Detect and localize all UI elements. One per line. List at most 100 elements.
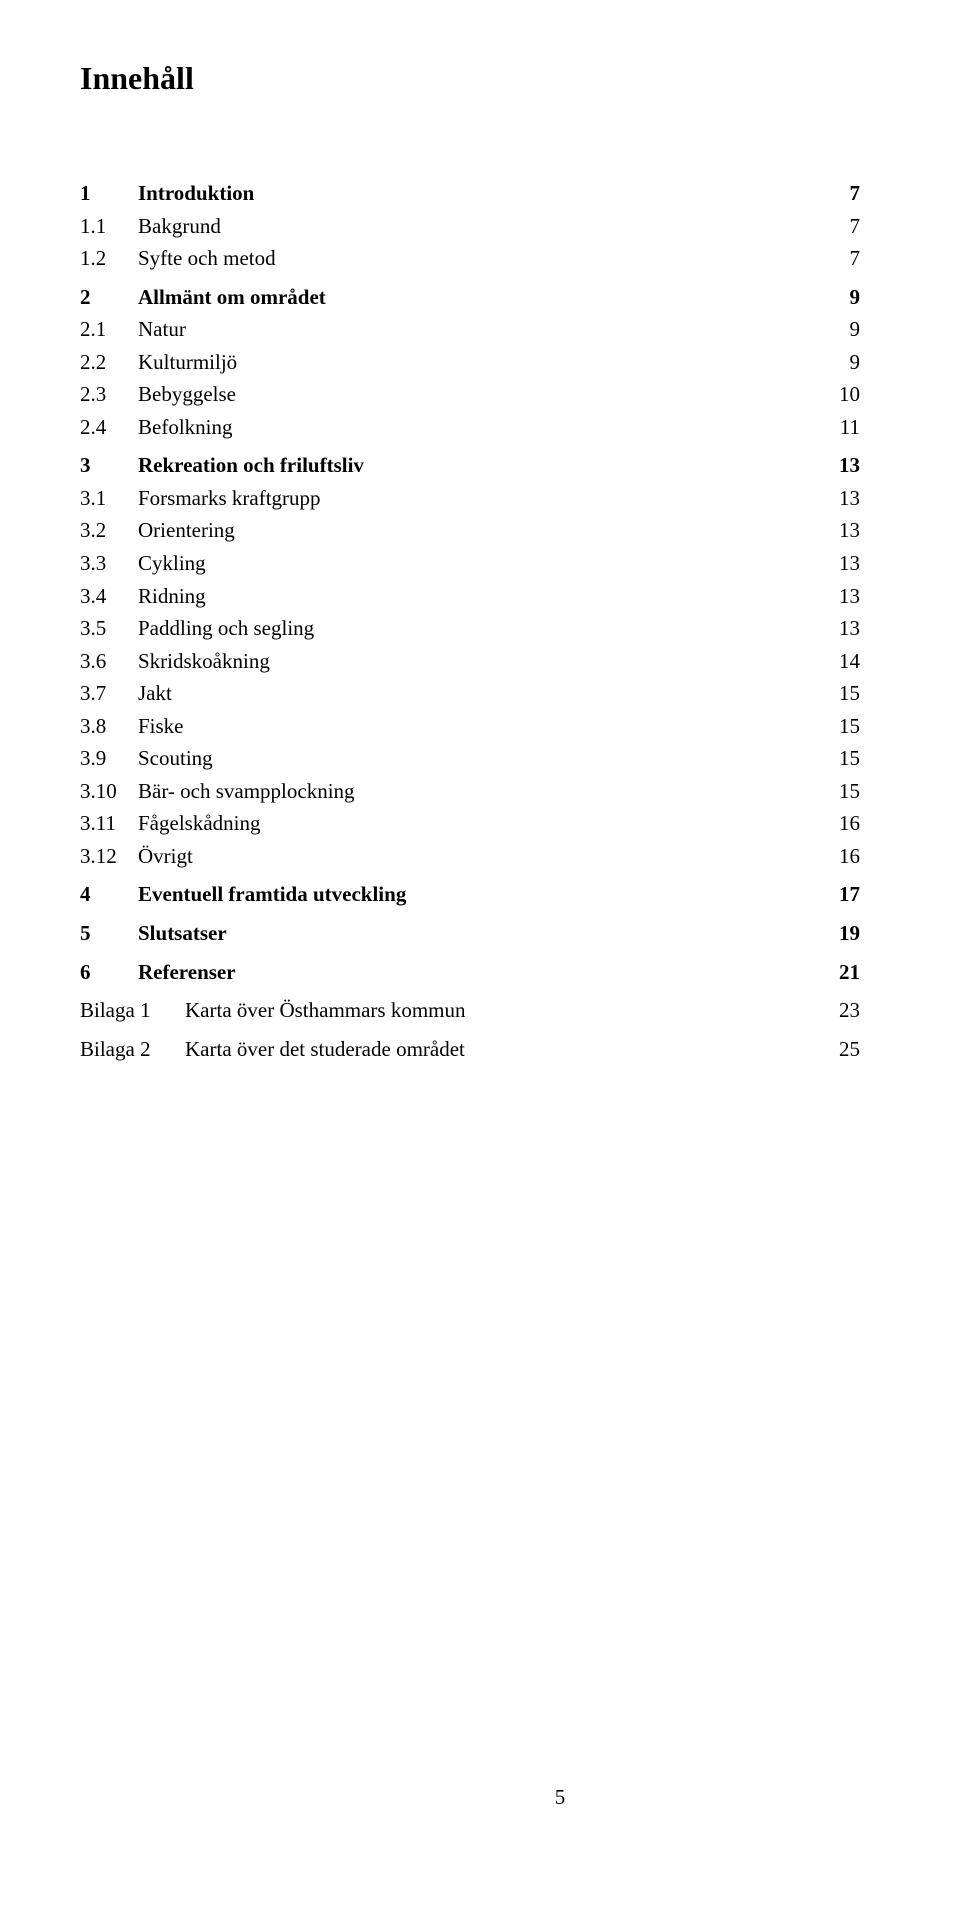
toc-row: 3.12Övrigt 16 xyxy=(80,840,860,873)
toc-row-left: 2.1Natur xyxy=(80,313,186,346)
toc-entry-page: 15 xyxy=(824,677,860,710)
toc-row: 2.2Kulturmiljö 9 xyxy=(80,346,860,379)
toc-row-left: 3.11Fågelskådning xyxy=(80,807,260,840)
toc-row-left: 4Eventuell framtida utveckling xyxy=(80,878,406,911)
toc-row-left: Bilaga 1Karta över Östhammars kommun xyxy=(80,994,466,1027)
toc-entry-label: Referenser xyxy=(138,956,236,989)
toc-entry-page: 13 xyxy=(824,514,860,547)
toc-entry-page: 14 xyxy=(824,645,860,678)
toc-row-left: 3.10Bär- och svampplockning xyxy=(80,775,355,808)
toc-row-left: 3.9Scouting xyxy=(80,742,213,775)
toc-row: 3Rekreation och friluftsliv 13 xyxy=(80,449,860,482)
toc-row: 3.2Orientering 13 xyxy=(80,514,860,547)
toc-entry-page: 13 xyxy=(824,482,860,515)
toc-entry-number: 1.1 xyxy=(80,210,138,243)
toc-entry-number: 3.8 xyxy=(80,710,138,743)
toc-entry-label: Jakt xyxy=(138,677,172,710)
toc-row-left: 5Slutsatser xyxy=(80,917,227,950)
toc-entry-page: 13 xyxy=(824,547,860,580)
toc-entry-number: Bilaga 1 xyxy=(80,994,185,1027)
toc-entry-label: Ridning xyxy=(138,580,206,613)
toc-entry-page: 16 xyxy=(824,840,860,873)
page-title: Innehåll xyxy=(80,60,860,97)
toc-row-left: Bilaga 2Karta över det studerade området xyxy=(80,1033,465,1066)
toc-row-left: 2.3Bebyggelse xyxy=(80,378,236,411)
toc-row: 3.7Jakt 15 xyxy=(80,677,860,710)
toc-entry-label: Bebyggelse xyxy=(138,378,236,411)
toc-entry-label: Kulturmiljö xyxy=(138,346,237,379)
toc-row: Bilaga 1Karta över Östhammars kommun 23 xyxy=(80,994,860,1027)
toc-entry-page: 7 xyxy=(824,210,860,243)
toc-entry-page: 25 xyxy=(824,1033,860,1066)
toc-row: 1.1Bakgrund 7 xyxy=(80,210,860,243)
toc-entry-number: 5 xyxy=(80,917,138,950)
toc-entry-page: 9 xyxy=(824,346,860,379)
toc-entry-number: 1 xyxy=(80,177,138,210)
toc-entry-page: 15 xyxy=(824,775,860,808)
toc-entry-number: 3 xyxy=(80,449,138,482)
toc-entry-label: Bär- och svampplockning xyxy=(138,775,355,808)
toc-row: 3.4Ridning13 xyxy=(80,580,860,613)
toc-row-left: 3.4Ridning xyxy=(80,580,206,613)
toc-entry-label: Karta över det studerade området xyxy=(185,1033,465,1066)
toc-row-left: 2.2Kulturmiljö xyxy=(80,346,237,379)
toc-entry-page: 23 xyxy=(824,994,860,1027)
toc-entry-label: Cykling xyxy=(138,547,206,580)
toc-entry-number: 2 xyxy=(80,281,138,314)
toc-row: 3.8Fiske15 xyxy=(80,710,860,743)
toc-entry-page: 11 xyxy=(824,411,860,444)
toc-row-left: 2Allmänt om området xyxy=(80,281,326,314)
toc-entry-number: 3.2 xyxy=(80,514,138,547)
toc-entry-label: Skridskoåkning xyxy=(138,645,270,678)
toc-row: 2.3Bebyggelse10 xyxy=(80,378,860,411)
toc-entry-number: 3.1 xyxy=(80,482,138,515)
toc-entry-label: Syfte och metod xyxy=(138,242,276,275)
toc-entry-number: 3.9 xyxy=(80,742,138,775)
toc-entry-number: 2.4 xyxy=(80,411,138,444)
toc-entry-label: Rekreation och friluftsliv xyxy=(138,449,364,482)
toc-entry-number: 2.3 xyxy=(80,378,138,411)
toc-entry-page: 7 xyxy=(824,242,860,275)
toc-entry-label: Karta över Östhammars kommun xyxy=(185,994,466,1027)
toc-row-left: 3.5Paddling och segling xyxy=(80,612,314,645)
toc-row-left: 3.3Cykling xyxy=(80,547,206,580)
toc-row-left: 1.1Bakgrund xyxy=(80,210,221,243)
toc-entry-page: 13 xyxy=(824,449,860,482)
toc-row-left: 6Referenser xyxy=(80,956,236,989)
toc-row: 2Allmänt om området9 xyxy=(80,281,860,314)
toc-entry-page: 9 xyxy=(824,313,860,346)
toc-entry-number: 2.1 xyxy=(80,313,138,346)
toc-entry-number: 3.7 xyxy=(80,677,138,710)
page-number: 5 xyxy=(80,1785,960,1810)
toc-row-left: 3.1Forsmarks kraftgrupp xyxy=(80,482,321,515)
toc-row: 3.6Skridskoåkning 14 xyxy=(80,645,860,678)
toc-row: 4Eventuell framtida utveckling 17 xyxy=(80,878,860,911)
toc-row-left: 1.2Syfte och metod xyxy=(80,242,276,275)
toc-entry-page: 19 xyxy=(824,917,860,950)
toc-row: 3.1Forsmarks kraftgrupp 13 xyxy=(80,482,860,515)
toc-row-left: 3.12Övrigt xyxy=(80,840,193,873)
toc-row: 3.11Fågelskådning 16 xyxy=(80,807,860,840)
toc-entry-label: Orientering xyxy=(138,514,235,547)
toc-entry-label: Forsmarks kraftgrupp xyxy=(138,482,321,515)
toc-entry-label: Natur xyxy=(138,313,186,346)
toc-row: 2.1Natur 9 xyxy=(80,313,860,346)
toc-row: 3.10Bär- och svampplockning 15 xyxy=(80,775,860,808)
toc-entry-number: 1.2 xyxy=(80,242,138,275)
toc-row: 3.5Paddling och segling13 xyxy=(80,612,860,645)
toc-entry-number: 3.12 xyxy=(80,840,138,873)
toc-entry-number: 4 xyxy=(80,878,138,911)
toc-row-left: 3.6Skridskoåkning xyxy=(80,645,270,678)
toc-row: 3.3Cykling 13 xyxy=(80,547,860,580)
toc-row: 1.2Syfte och metod 7 xyxy=(80,242,860,275)
toc-row: 6Referenser21 xyxy=(80,956,860,989)
toc-entry-number: 3.10 xyxy=(80,775,138,808)
toc-entry-page: 16 xyxy=(824,807,860,840)
toc-row-left: 2.4Befolkning xyxy=(80,411,233,444)
toc-entry-label: Slutsatser xyxy=(138,917,227,950)
toc-entry-page: 17 xyxy=(824,878,860,911)
toc-entry-page: 15 xyxy=(824,742,860,775)
toc-row: 5Slutsatser 19 xyxy=(80,917,860,950)
toc-row-left: 1Introduktion xyxy=(80,177,254,210)
toc-entry-number: 2.2 xyxy=(80,346,138,379)
